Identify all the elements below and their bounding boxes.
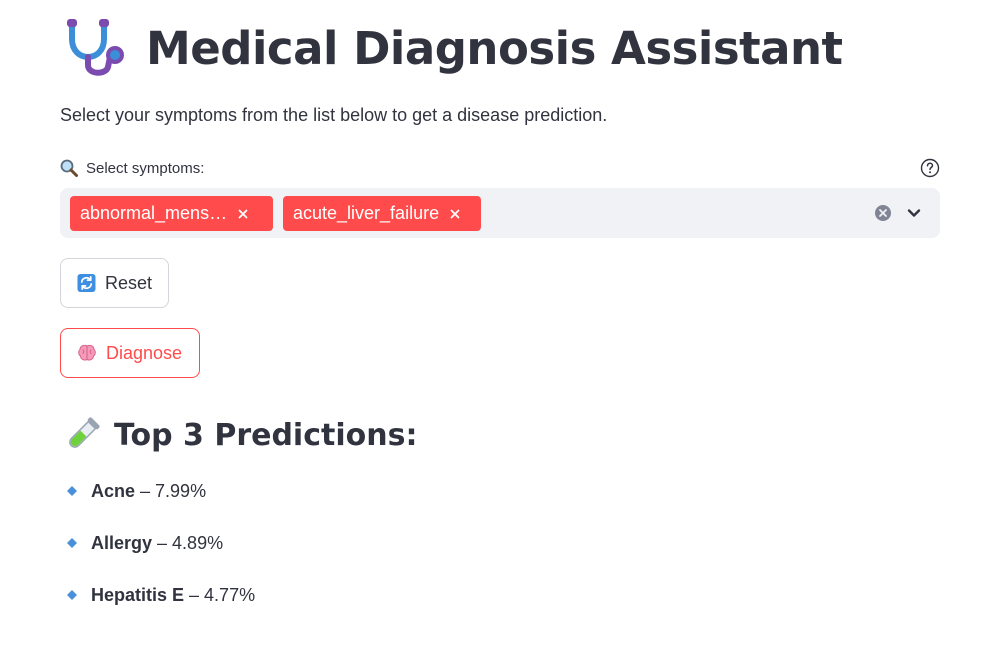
chip-label: acute_liver_failure (293, 203, 440, 223)
refresh-icon (77, 273, 96, 293)
predictions-title: Top 3 Predictions: (114, 417, 418, 453)
prediction-item: Allergy – 4.89% (66, 531, 223, 555)
selected-symptom-chip[interactable]: abnormal_mens… (70, 196, 273, 231)
reset-button-label: Reset (104, 272, 152, 293)
test-tube-icon (69, 417, 100, 448)
symptom-select-label-row: Select symptoms: (60, 157, 940, 179)
symptom-multiselect[interactable]: abnormal_mens… acute_liver_failure (60, 188, 940, 238)
diamond-bullet-icon (67, 538, 77, 548)
help-icon[interactable] (920, 158, 940, 178)
magnifier-icon (60, 159, 78, 177)
prediction-name: Acne (91, 480, 136, 501)
remove-chip-icon[interactable] (445, 204, 465, 224)
prediction-item: Hepatitis E – 4.77% (66, 583, 255, 607)
prediction-value: 7.99% (155, 480, 207, 501)
diamond-bullet-icon (67, 486, 77, 496)
page-header: Medical Diagnosis Assistant (62, 14, 843, 82)
prediction-value: 4.89% (172, 532, 224, 553)
prediction-value: 4.77% (204, 584, 256, 605)
stethoscope-icon (67, 19, 124, 76)
diagnose-button-label: Diagnose (106, 342, 183, 363)
prediction-separator: – (189, 584, 200, 605)
chip-label: abnormal_mens… (80, 203, 228, 223)
page-title: Medical Diagnosis Assistant (146, 21, 843, 75)
prediction-separator: – (157, 532, 168, 553)
chevron-down-icon[interactable] (904, 203, 924, 223)
remove-chip-icon[interactable] (233, 204, 253, 224)
clear-all-icon[interactable] (874, 204, 892, 222)
reset-button[interactable]: Reset (60, 258, 169, 308)
prediction-item: Acne – 7.99% (66, 479, 206, 503)
prediction-name: Allergy (91, 532, 153, 553)
prediction-name: Hepatitis E (91, 584, 185, 605)
brain-icon (78, 344, 96, 361)
prediction-separator: – (140, 480, 151, 501)
page-subtitle: Select your symptoms from the list below… (60, 105, 608, 125)
diagnose-button[interactable]: Diagnose (60, 328, 200, 378)
symptom-select-label: Select symptoms: (86, 159, 205, 177)
diamond-bullet-icon (67, 590, 77, 600)
predictions-heading: Top 3 Predictions: (62, 412, 417, 458)
selected-symptom-chip[interactable]: acute_liver_failure (283, 196, 481, 231)
